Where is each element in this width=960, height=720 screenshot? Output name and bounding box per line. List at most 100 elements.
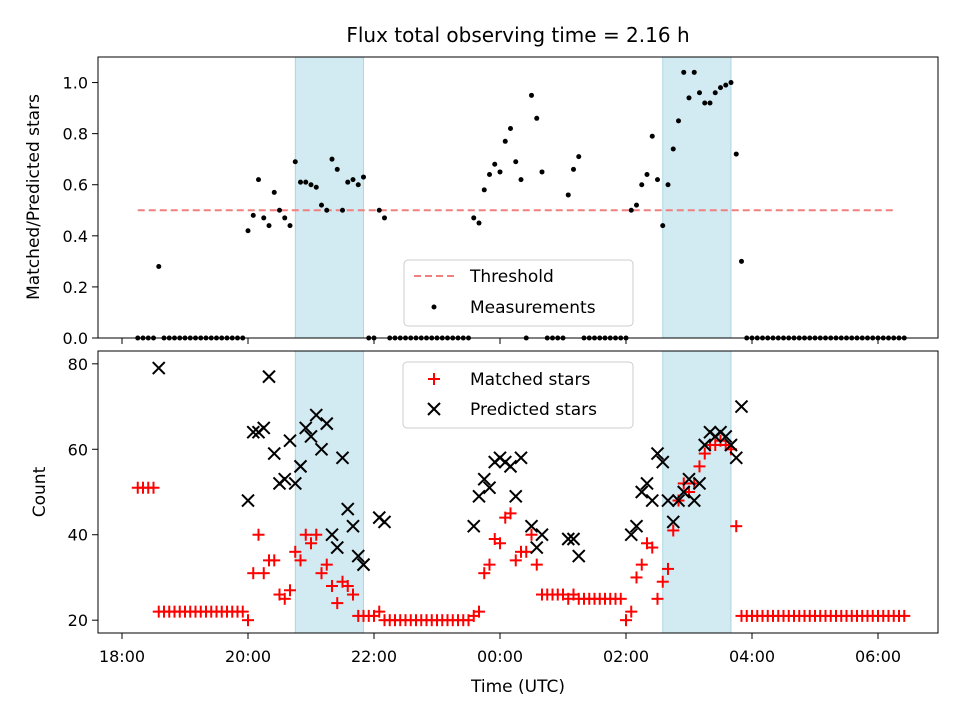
matched-star-point <box>630 571 643 584</box>
predicted-star-point <box>635 485 649 499</box>
predicted-star-point <box>677 485 691 499</box>
measurement-point <box>529 92 534 98</box>
matched-star-point <box>693 460 706 473</box>
matched-star-point <box>284 584 296 597</box>
measurements-legend-label: Measurements <box>470 298 596 318</box>
predicted-star-point <box>645 493 659 508</box>
top-title: Flux total observing time = 2.16 h <box>346 23 689 47</box>
measurement-point <box>644 172 650 178</box>
top-y-tick-label: 0.6 <box>63 176 88 195</box>
top-legend-box <box>403 259 634 327</box>
measurement-point <box>292 159 298 165</box>
measurements-legend-swatch <box>431 304 437 310</box>
measurement-point <box>718 85 723 91</box>
matched-star-point <box>320 558 333 571</box>
measurement-point <box>697 90 702 96</box>
matched-star-point <box>310 528 323 541</box>
measurement-point <box>655 177 660 183</box>
matched-star-point <box>530 558 543 571</box>
measurement-point <box>681 69 687 75</box>
predicted-star-point <box>671 493 686 508</box>
measurement-point <box>303 179 309 185</box>
measurement-point <box>571 166 576 172</box>
measurement-point <box>712 90 718 96</box>
predicted-star-point <box>351 549 365 563</box>
matched-star-point <box>625 605 638 618</box>
predicted-star-point <box>325 528 339 542</box>
matched-star-point <box>278 592 291 605</box>
bottom-x-tick-label: 02:00 <box>603 647 649 666</box>
predicted-star-point <box>692 476 707 491</box>
predicted-star-point <box>477 472 491 486</box>
measurement-point <box>539 169 545 175</box>
measurement-point <box>513 159 519 165</box>
matched-star-point <box>315 567 328 580</box>
matched-star-point <box>268 554 281 567</box>
matched-star-point <box>525 528 538 541</box>
measurement-point <box>534 115 540 121</box>
measurement-point <box>649 133 655 139</box>
bottom-x-axis-label: Time (UTC) <box>470 677 565 697</box>
predicted-star-point <box>241 493 255 508</box>
matched-star-point <box>662 562 674 575</box>
matched-star-point <box>898 609 911 622</box>
matched-star-point <box>147 481 160 494</box>
predicted-star-point <box>320 416 334 431</box>
bottom-x-tick-label: 06:00 <box>855 647 901 666</box>
measurement-point <box>691 69 697 75</box>
matched-star-point <box>494 537 506 550</box>
measurement-point <box>308 182 314 188</box>
top-panel: 0.0 0.2 0.4 0.6 0.8 1.0 Flux total observing … <box>24 23 939 348</box>
matched-legend-swatch <box>428 373 440 385</box>
measurement-point <box>329 156 335 162</box>
predicted-star-point <box>661 493 675 508</box>
predicted-star-point <box>656 455 670 469</box>
predicted-star-point <box>566 532 581 546</box>
measurement-point <box>639 182 645 188</box>
matched-star-point <box>473 605 485 618</box>
predicted-star-point <box>682 472 696 486</box>
predicted-star-point <box>288 476 302 491</box>
predicted-star-point <box>561 532 575 546</box>
bottom-legend: Matched stars Predicted stars <box>402 361 634 429</box>
measurement-point <box>670 146 676 152</box>
measurement-point <box>282 215 288 221</box>
measurement-point <box>266 223 272 229</box>
measurement-point <box>313 184 319 190</box>
measurement-point <box>319 202 324 208</box>
measurement-point <box>634 202 639 208</box>
predicted-star-point <box>330 540 344 555</box>
predicted-star-point <box>530 540 544 555</box>
matched-star-point <box>509 554 522 567</box>
matched-star-point <box>656 575 669 588</box>
measurement-point <box>298 179 303 185</box>
measurement-point <box>492 161 498 167</box>
measurement-point <box>565 192 571 198</box>
predicted-star-point <box>514 451 528 465</box>
measurement-point <box>471 215 477 221</box>
matched-star-point <box>698 447 711 460</box>
top-y-tick-label: 0.4 <box>63 227 88 246</box>
predicted-star-point <box>278 472 292 486</box>
matched-star-point <box>331 597 344 610</box>
measurement-point <box>723 82 729 88</box>
measurement-point <box>665 182 671 188</box>
measurement-point <box>245 228 251 234</box>
measurement-point <box>156 263 162 269</box>
bottom-legend-box <box>402 361 634 429</box>
measurement-point <box>686 95 692 101</box>
predicted-star-point <box>341 502 355 516</box>
measurement-point <box>261 215 267 221</box>
top-legend: Threshold Measurements <box>403 259 634 327</box>
predicted-star-point <box>687 493 701 508</box>
top-shaded-span-1 <box>662 56 732 339</box>
matched-star-point <box>373 605 386 618</box>
measurement-point <box>277 207 282 213</box>
bottom-x-tick-label: 18:00 <box>99 647 145 666</box>
predicted-star-point <box>535 528 549 542</box>
measurement-point <box>481 187 487 193</box>
predicted-star-point <box>152 361 166 375</box>
measurement-point <box>702 100 708 106</box>
matched-star-point <box>520 545 533 558</box>
